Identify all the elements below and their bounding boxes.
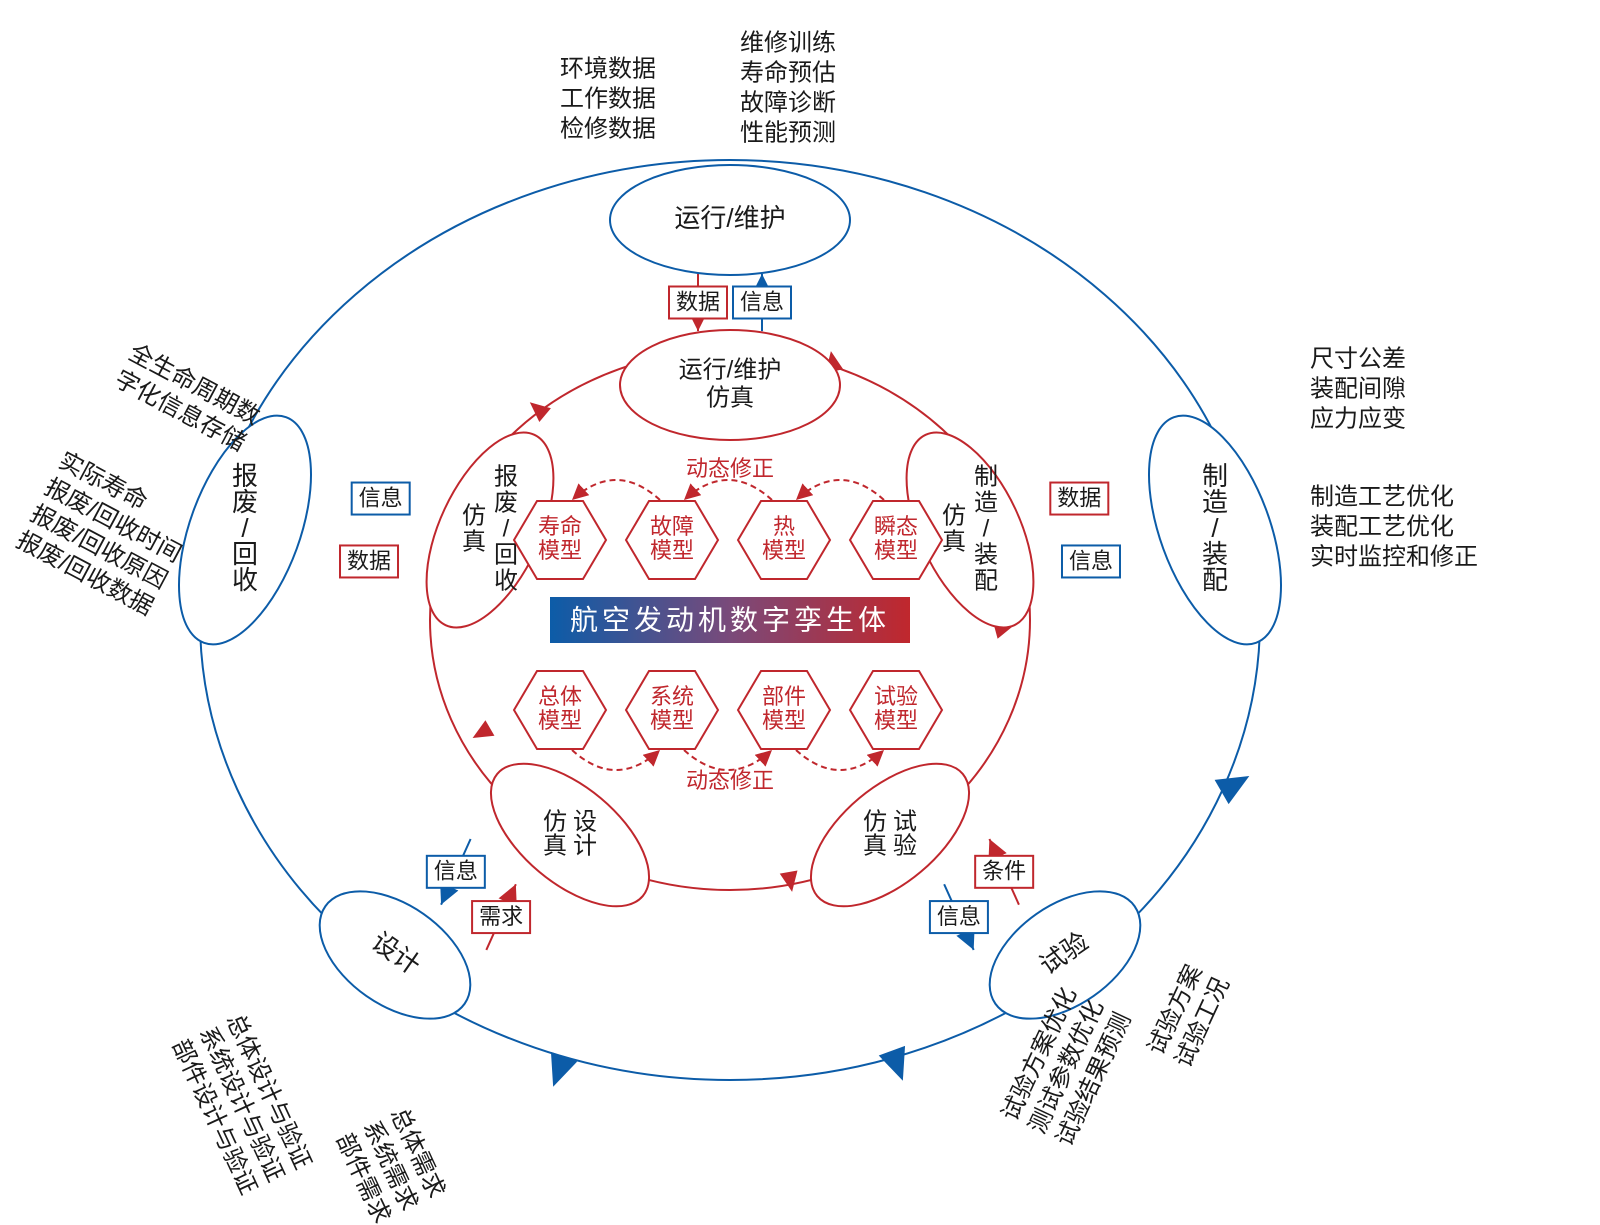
annotation-line: 装配工艺优化 bbox=[1310, 513, 1454, 540]
connector-label: 需求 bbox=[479, 904, 523, 929]
connector-label: 数据 bbox=[1057, 485, 1101, 510]
node-label: 仿 bbox=[863, 808, 887, 835]
inner-direction-arrow bbox=[780, 871, 801, 894]
annotation-block: 制造工艺优化装配工艺优化实时监控和修正 bbox=[1310, 483, 1478, 570]
model-hexagon-label: 模型 bbox=[874, 708, 918, 733]
annotation-line: 工作数据 bbox=[560, 85, 656, 112]
connector-label: 信息 bbox=[359, 485, 403, 510]
node-label: 试 bbox=[893, 808, 917, 835]
node-label: 配 bbox=[974, 567, 998, 594]
model-hexagon-label: 模型 bbox=[538, 708, 582, 733]
model-hexagon-label: 试验 bbox=[874, 684, 918, 709]
annotation-line: 维修训练 bbox=[740, 29, 836, 56]
node-label: 真 bbox=[462, 528, 486, 555]
annotation-line: 故障诊断 bbox=[740, 89, 836, 116]
node-manufacture: 制造/装配 bbox=[1122, 398, 1307, 661]
feedback-arrow bbox=[796, 480, 884, 500]
model-hexagon-label: 模型 bbox=[874, 538, 918, 563]
annotation-line: 实时监控和修正 bbox=[1310, 543, 1478, 570]
node-label: 制 bbox=[974, 463, 998, 490]
node-label: 计 bbox=[573, 832, 597, 859]
model-hexagon-label: 部件 bbox=[762, 684, 806, 709]
node-label: 验 bbox=[893, 832, 917, 859]
annotation-line: 制造工艺优化 bbox=[1310, 483, 1454, 510]
outer-direction-arrow bbox=[1215, 764, 1257, 804]
node-label: 回 bbox=[494, 541, 518, 568]
node-op_sim: 运行/维护仿真 bbox=[620, 330, 840, 440]
dynamic-correction-top: 动态修正 bbox=[686, 456, 774, 481]
outer-direction-arrow bbox=[540, 1052, 577, 1092]
node-label: 造 bbox=[974, 489, 998, 516]
annotation-block: 试验方案试验工况 bbox=[1143, 961, 1235, 1072]
inner-direction-arrow bbox=[524, 395, 551, 422]
feedback-arrow bbox=[684, 480, 772, 500]
node-label: 收 bbox=[232, 565, 258, 595]
node-label: 废 bbox=[494, 489, 518, 516]
model-hexagon-label: 故障 bbox=[650, 514, 694, 539]
annotation-block: 环境数据工作数据检修数据 bbox=[560, 55, 656, 142]
connector-label: 信息 bbox=[1069, 548, 1113, 573]
annotation-block: 尺寸公差装配间隙应力应变 bbox=[1310, 345, 1406, 432]
inner-direction-arrow bbox=[468, 720, 494, 746]
model-hexagon-label: 模型 bbox=[762, 538, 806, 563]
node-label: 仿 bbox=[543, 808, 567, 835]
annotation-block: 总体设计与验证系统设计与验证部件设计与验证 bbox=[166, 1010, 316, 1199]
model-hexagon-label: 模型 bbox=[762, 708, 806, 733]
connector-label: 信息 bbox=[937, 904, 981, 929]
connector-label: 信息 bbox=[434, 859, 478, 884]
node-label: 真 bbox=[863, 832, 887, 859]
model-hexagon-label: 模型 bbox=[650, 538, 694, 563]
annotation-line: 尺寸公差 bbox=[1310, 345, 1406, 372]
annotation-line: 性能预测 bbox=[740, 119, 836, 146]
annotation-block: 实际寿命报废/回收时间报废/回收原因报废/回收数据 bbox=[12, 447, 200, 621]
model-hexagon-label: 寿命 bbox=[538, 514, 582, 539]
feedback-arrow bbox=[572, 480, 660, 500]
annotation-line: 寿命预估 bbox=[740, 59, 836, 86]
node-label: / bbox=[983, 515, 990, 542]
model-hexagon-label: 总体 bbox=[538, 684, 582, 709]
annotation-line: 装配间隙 bbox=[1310, 375, 1406, 402]
annotation-line: 应力应变 bbox=[1310, 405, 1406, 432]
node-label: 运行/维护 bbox=[674, 203, 785, 233]
node-label: / bbox=[503, 515, 510, 542]
node-label: 设 bbox=[573, 808, 597, 835]
model-hexagon-label: 系统 bbox=[650, 684, 694, 709]
node-label: 真 bbox=[942, 528, 966, 555]
dynamic-correction-bottom: 动态修正 bbox=[686, 768, 774, 793]
feedback-arrow bbox=[796, 750, 884, 770]
annotation-block: 总体需求系统需求部件需求 bbox=[330, 1104, 449, 1225]
annotation-line: 环境数据 bbox=[560, 55, 656, 82]
node-label: 收 bbox=[494, 567, 518, 594]
node-operation: 运行/维护 bbox=[610, 165, 850, 275]
connector-label: 数据 bbox=[676, 289, 720, 314]
node-label: 真 bbox=[543, 832, 567, 859]
node-label: 仿真 bbox=[706, 384, 754, 411]
connector-label: 信息 bbox=[740, 289, 784, 314]
connector-label: 条件 bbox=[982, 859, 1026, 884]
node-label: 配 bbox=[1202, 565, 1228, 595]
node-label: 仿 bbox=[462, 502, 486, 529]
node-label: 装 bbox=[974, 541, 998, 568]
model-hexagon-label: 热 bbox=[773, 514, 795, 539]
node-label: 运行/维护 bbox=[679, 356, 782, 383]
node-label: 仿 bbox=[942, 502, 966, 529]
feedback-arrow bbox=[572, 750, 660, 770]
model-hexagon-label: 模型 bbox=[538, 538, 582, 563]
node-label: 报 bbox=[494, 463, 518, 490]
center-title: 航空发动机数字孪生体 bbox=[570, 604, 890, 635]
model-hexagon-label: 瞬态 bbox=[874, 514, 918, 539]
connector-label: 数据 bbox=[347, 548, 391, 573]
annotation-block: 维修训练寿命预估故障诊断性能预测 bbox=[740, 29, 836, 146]
model-hexagon-label: 模型 bbox=[650, 708, 694, 733]
annotation-block: 全生命周期数字化信息存储 bbox=[110, 339, 264, 457]
annotation-line: 检修数据 bbox=[560, 115, 656, 142]
